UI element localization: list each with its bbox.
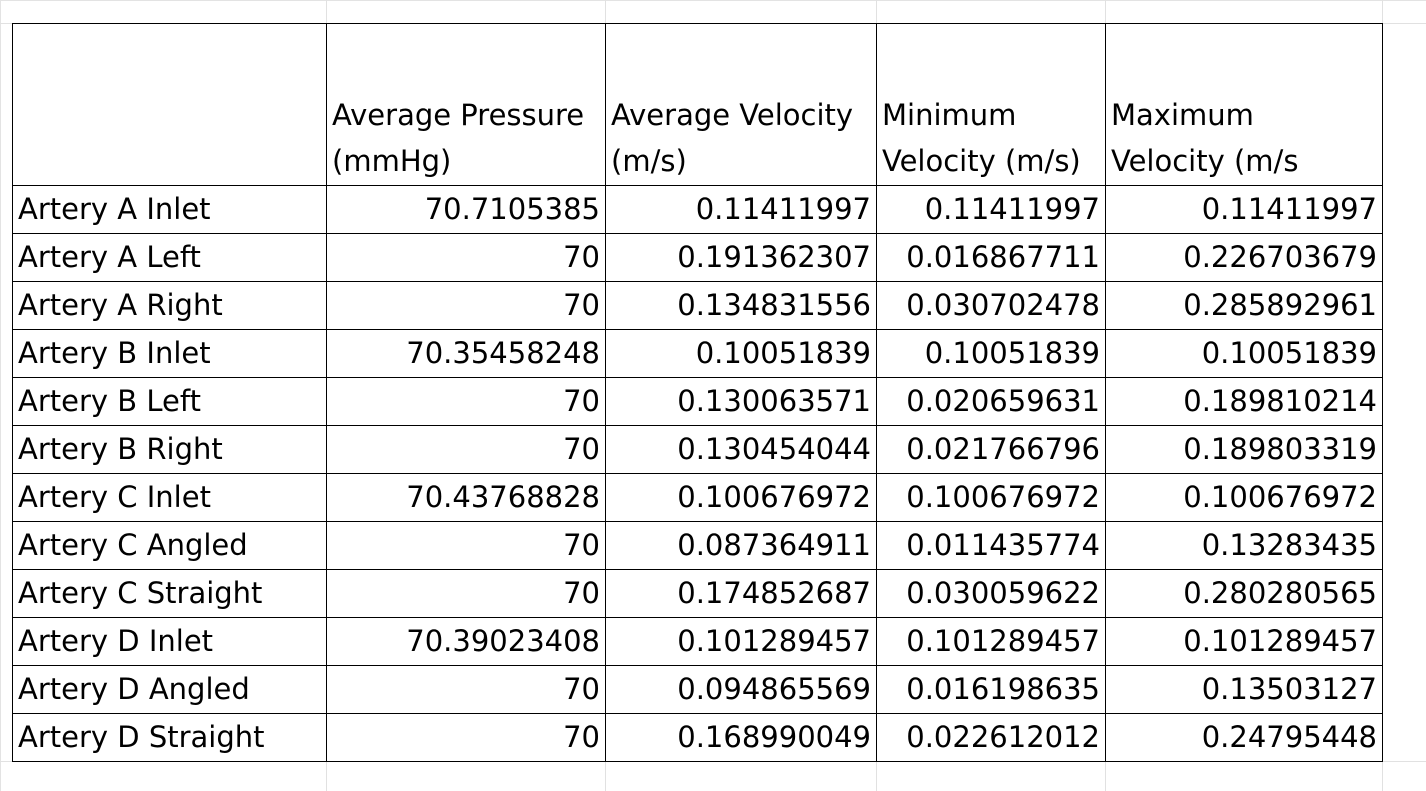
header-line: Velocity (m/s) xyxy=(882,138,1100,184)
average-velocity-cell[interactable]: 0.094865569 xyxy=(606,666,877,714)
header-line: Maximum xyxy=(1111,92,1377,138)
average-velocity-cell[interactable]: 0.174852687 xyxy=(606,570,877,618)
average-pressure-cell[interactable]: 70.7105385 xyxy=(327,186,606,234)
header-cell-average-velocity[interactable]: Average Velocity (m/s) xyxy=(606,24,877,186)
minimum-velocity-cell[interactable]: 0.030059622 xyxy=(877,570,1106,618)
maximum-velocity-cell[interactable]: 0.100676972 xyxy=(1106,474,1383,522)
maximum-velocity-cell[interactable]: 0.13283435 xyxy=(1106,522,1383,570)
minimum-velocity-cell[interactable]: 0.016867711 xyxy=(877,234,1106,282)
average-velocity-cell[interactable]: 0.130454044 xyxy=(606,426,877,474)
row-label-cell[interactable]: Artery D Inlet xyxy=(13,618,327,666)
header-line: Average Pressure xyxy=(332,92,600,138)
maximum-velocity-cell[interactable]: 0.285892961 xyxy=(1106,282,1383,330)
maximum-velocity-cell[interactable]: 0.24795448 xyxy=(1106,714,1383,762)
header-line: Average Velocity xyxy=(611,92,871,138)
table-row: Artery A Right 70 0.134831556 0.030702478 0.… xyxy=(13,282,1383,330)
table-body: Artery A Inlet 70.7105385 0.11411997 0.1141… xyxy=(13,186,1383,762)
average-velocity-cell[interactable]: 0.191362307 xyxy=(606,234,877,282)
average-pressure-cell[interactable]: 70 xyxy=(327,282,606,330)
table-row: Artery D Straight 70 0.168990049 0.02261201… xyxy=(13,714,1383,762)
minimum-velocity-cell[interactable]: 0.022612012 xyxy=(877,714,1106,762)
minimum-velocity-cell[interactable]: 0.021766796 xyxy=(877,426,1106,474)
table-row: Artery B Left 70 0.130063571 0.020659631 0.1… xyxy=(13,378,1383,426)
maximum-velocity-cell[interactable]: 0.280280565 xyxy=(1106,570,1383,618)
average-velocity-cell[interactable]: 0.100676972 xyxy=(606,474,877,522)
row-label-cell[interactable]: Artery A Right xyxy=(13,282,327,330)
header-cell-label[interactable] xyxy=(13,24,327,186)
average-velocity-cell[interactable]: 0.10051839 xyxy=(606,330,877,378)
maximum-velocity-cell[interactable]: 0.189803319 xyxy=(1106,426,1383,474)
header-line: Minimum xyxy=(882,92,1100,138)
table-row: Artery D Angled 70 0.094865569 0.016198635 0… xyxy=(13,666,1383,714)
header-row: Average Pressure (mmHg) Average Velocity… xyxy=(13,24,1383,186)
header-cell-maximum-velocity[interactable]: Maximum Velocity (m/s xyxy=(1106,24,1383,186)
maximum-velocity-cell[interactable]: 0.189810214 xyxy=(1106,378,1383,426)
row-label-cell[interactable]: Artery B Inlet xyxy=(13,330,327,378)
average-velocity-cell[interactable]: 0.11411997 xyxy=(606,186,877,234)
artery-data-table: Average Pressure (mmHg) Average Velocity… xyxy=(12,23,1383,762)
row-label-cell[interactable]: Artery D Angled xyxy=(13,666,327,714)
table-row: Artery C Straight 70 0.174852687 0.03005962… xyxy=(13,570,1383,618)
row-label-cell[interactable]: Artery C Inlet xyxy=(13,474,327,522)
average-pressure-cell[interactable]: 70 xyxy=(327,234,606,282)
average-velocity-cell[interactable]: 0.087364911 xyxy=(606,522,877,570)
minimum-velocity-cell[interactable]: 0.016198635 xyxy=(877,666,1106,714)
average-pressure-cell[interactable]: 70 xyxy=(327,522,606,570)
average-pressure-cell[interactable]: 70.35458248 xyxy=(327,330,606,378)
maximum-velocity-cell[interactable]: 0.226703679 xyxy=(1106,234,1383,282)
table-row: Artery A Inlet 70.7105385 0.11411997 0.1141… xyxy=(13,186,1383,234)
row-label-cell[interactable]: Artery B Right xyxy=(13,426,327,474)
table-row: Artery B Right 70 0.130454044 0.021766796 0.… xyxy=(13,426,1383,474)
minimum-velocity-cell[interactable]: 0.030702478 xyxy=(877,282,1106,330)
maximum-velocity-cell[interactable]: 0.13503127 xyxy=(1106,666,1383,714)
minimum-velocity-cell[interactable]: 0.100676972 xyxy=(877,474,1106,522)
row-label-cell[interactable]: Artery B Left xyxy=(13,378,327,426)
minimum-velocity-cell[interactable]: 0.020659631 xyxy=(877,378,1106,426)
header-cell-minimum-velocity[interactable]: Minimum Velocity (m/s) xyxy=(877,24,1106,186)
minimum-velocity-cell[interactable]: 0.10051839 xyxy=(877,330,1106,378)
minimum-velocity-cell[interactable]: 0.11411997 xyxy=(877,186,1106,234)
header-cell-average-pressure[interactable]: Average Pressure (mmHg) xyxy=(327,24,606,186)
header-line: Velocity (m/s xyxy=(1111,138,1377,184)
average-pressure-cell[interactable]: 70 xyxy=(327,570,606,618)
table-row: Artery D Inlet 70.39023408 0.101289457 0.10… xyxy=(13,618,1383,666)
maximum-velocity-cell[interactable]: 0.10051839 xyxy=(1106,330,1383,378)
average-pressure-cell[interactable]: 70 xyxy=(327,426,606,474)
minimum-velocity-cell[interactable]: 0.101289457 xyxy=(877,618,1106,666)
row-label-cell[interactable]: Artery C Straight xyxy=(13,570,327,618)
maximum-velocity-cell[interactable]: 0.101289457 xyxy=(1106,618,1383,666)
header-line: (mmHg) xyxy=(332,138,600,184)
table-row: Artery B Inlet 70.35458248 0.10051839 0.100… xyxy=(13,330,1383,378)
header-line: (m/s) xyxy=(611,138,871,184)
average-velocity-cell[interactable]: 0.134831556 xyxy=(606,282,877,330)
row-label-cell[interactable]: Artery A Left xyxy=(13,234,327,282)
average-pressure-cell[interactable]: 70.43768828 xyxy=(327,474,606,522)
average-velocity-cell[interactable]: 0.168990049 xyxy=(606,714,877,762)
average-pressure-cell[interactable]: 70.39023408 xyxy=(327,618,606,666)
row-label-cell[interactable]: Artery C Angled xyxy=(13,522,327,570)
row-label-cell[interactable]: Artery A Inlet xyxy=(13,186,327,234)
average-pressure-cell[interactable]: 70 xyxy=(327,714,606,762)
minimum-velocity-cell[interactable]: 0.011435774 xyxy=(877,522,1106,570)
average-velocity-cell[interactable]: 0.130063571 xyxy=(606,378,877,426)
table-row: Artery A Left 70 0.191362307 0.016867711 0.2… xyxy=(13,234,1383,282)
table-row: Artery C Angled 70 0.087364911 0.011435774 0… xyxy=(13,522,1383,570)
average-pressure-cell[interactable]: 70 xyxy=(327,666,606,714)
average-pressure-cell[interactable]: 70 xyxy=(327,378,606,426)
row-label-cell[interactable]: Artery D Straight xyxy=(13,714,327,762)
average-velocity-cell[interactable]: 0.101289457 xyxy=(606,618,877,666)
maximum-velocity-cell[interactable]: 0.11411997 xyxy=(1106,186,1383,234)
table-row: Artery C Inlet 70.43768828 0.100676972 0.10… xyxy=(13,474,1383,522)
